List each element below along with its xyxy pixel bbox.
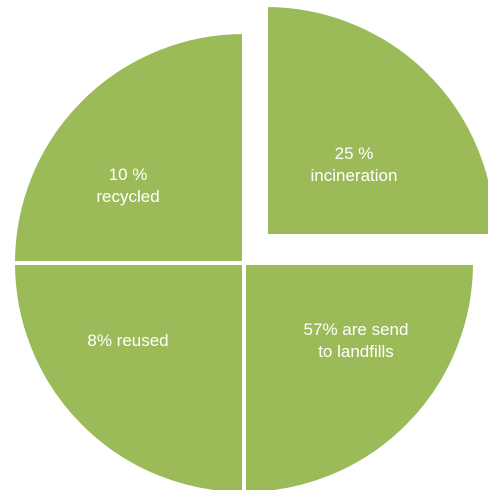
slice-landfills-label-line: 57% are send [304,320,409,339]
slice-reused [10,261,246,490]
slice-incineration-label-line: incineration [311,166,398,185]
slice-recycled-label-line: 10 % [109,165,148,184]
slice-recycled-label: 10 % recycled [96,165,159,206]
slice-landfills [242,261,478,490]
slice-incineration-label: 25 % incineration [311,144,398,185]
slice-landfills-label-line: to landfills [318,342,394,361]
slice-incineration-label-line: 25 % [335,144,374,163]
slice-landfills-label: 57% are send to landfills [304,320,409,361]
slice-reused-label: 8% reused [87,331,168,350]
slice-recycled [10,29,246,265]
slice-recycled-label-line: recycled [96,187,159,206]
slice-reused-label-line: 8% reused [87,331,168,350]
slice-incineration [264,2,488,238]
